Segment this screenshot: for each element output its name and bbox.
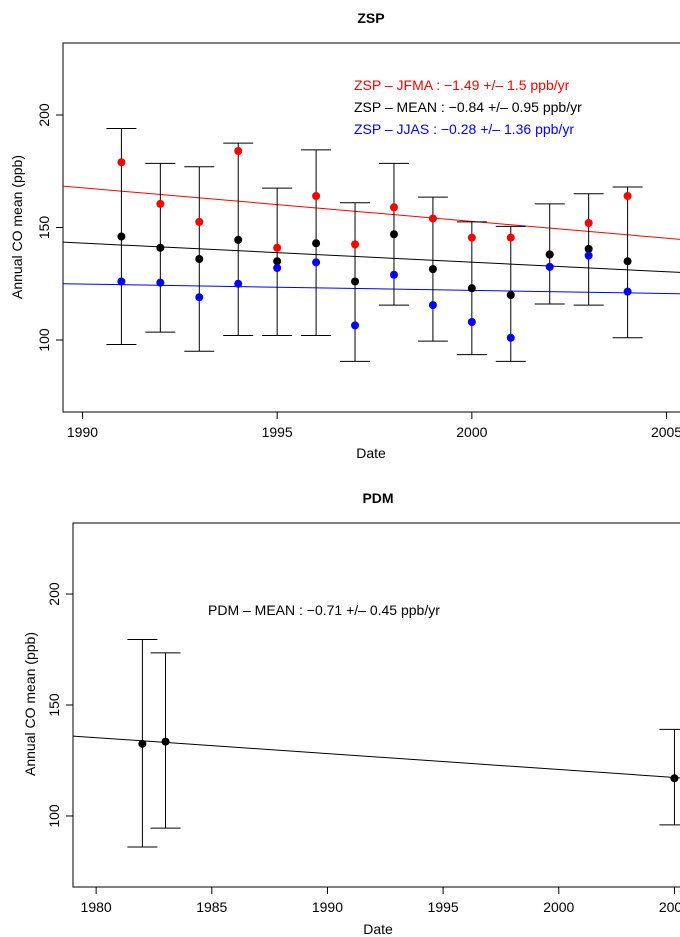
pdm-mean-trend-line [73, 735, 680, 779]
zsp-jfma-point [506, 233, 515, 242]
pdm-x-tick-label: 1995 [428, 899, 459, 915]
zsp-jjas-point [234, 279, 243, 288]
zsp-jfma-point [156, 199, 165, 208]
zsp-x-tick-label: 1990 [67, 424, 98, 440]
zsp-mean-point [273, 257, 282, 266]
zsp-jjas-point [117, 277, 126, 286]
zsp-jfma-point [428, 214, 437, 223]
zsp-jjas-point [195, 293, 204, 302]
zsp-y-axis-label: Annual CO mean (ppb) [9, 155, 25, 299]
pdm-x-tick-label: 1980 [81, 899, 112, 915]
zsp-jjas-point [545, 262, 554, 271]
pdm-y-tick-label: 100 [46, 804, 62, 828]
zsp-jfma-point [389, 203, 398, 212]
zsp-jfma-point [467, 233, 476, 242]
zsp-jfma-point [584, 219, 593, 227]
zsp-mean-trend-annotation: ZSP – MEAN : −0.84 +/– 0.95 ppb/yr [354, 99, 582, 115]
zsp-mean-point [156, 243, 165, 252]
zsp-jfma-point [195, 217, 204, 226]
pdm-mean-point [138, 739, 147, 748]
zsp-jjas-point [584, 251, 593, 260]
zsp-jfma-trend-annotation: ZSP – JFMA : −1.49 +/– 1.5 ppb/yr [354, 77, 570, 93]
pdm-x-tick-label: 2005 [659, 899, 680, 915]
zsp-mean-point [312, 239, 321, 248]
pdm-y-tick-label: 200 [46, 582, 62, 606]
zsp-jjas-point [389, 270, 398, 279]
pdm-mean-point [161, 737, 170, 746]
zsp-mean-point [234, 235, 243, 244]
zsp-y-tick-label: 150 [36, 216, 52, 240]
zsp-y-tick-label: 200 [36, 103, 52, 127]
zsp-mean-trend-line [63, 241, 680, 273]
zsp-jjas-point [428, 301, 437, 310]
zsp-plot-area: 1990 1995 2000 2005 100 150 200 [36, 42, 680, 440]
zsp-jfma-point [623, 192, 632, 200]
pdm-x-tick-label: 1985 [196, 899, 227, 915]
zsp-jjas-point [312, 258, 321, 267]
pdm-mean-trend-annotation: PDM – MEAN : −0.71 +/– 0.45 ppb/yr [208, 602, 440, 618]
zsp-jjas-point [351, 321, 360, 330]
zsp-mean-point [195, 255, 204, 263]
pdm-y-tick-label: 150 [46, 693, 62, 717]
zsp-jfma-point [312, 192, 321, 200]
zsp-mean-point [584, 244, 593, 253]
zsp-jjas-trend-line [63, 283, 680, 295]
zsp-mean-point [506, 291, 515, 299]
pdm-chart-title: PDM [362, 490, 393, 506]
pdm-x-tick-label: 1990 [312, 899, 343, 915]
zsp-jfma-trend-line [63, 185, 680, 240]
zsp-jjas-point [623, 287, 632, 296]
zsp-x-tick-label: 1995 [262, 424, 293, 440]
zsp-x-axis-label: Date [356, 445, 386, 461]
zsp-mean-point [389, 230, 398, 239]
zsp-jfma-point [234, 147, 243, 155]
zsp-jfma-point [117, 158, 126, 167]
zsp-jfma-point [273, 243, 282, 252]
pdm-x-tick-label: 2000 [543, 899, 574, 915]
zsp-mean-point [117, 232, 126, 241]
pdm-mean-point [670, 774, 679, 783]
zsp-y-tick-label: 100 [36, 328, 52, 352]
zsp-jjas-point [273, 264, 282, 272]
zsp-mean-point [351, 277, 360, 286]
zsp-chart-title: ZSP [357, 10, 384, 26]
pdm-y-axis-label: Annual CO mean (ppb) [22, 632, 38, 776]
zsp-jfma-point [351, 240, 360, 249]
zsp-mean-point [623, 257, 632, 266]
zsp-x-tick-label: 2005 [651, 424, 680, 440]
zsp-mean-point [467, 284, 476, 293]
zsp-jjas-point [506, 333, 515, 342]
zsp-mean-point [428, 265, 437, 274]
zsp-jjas-trend-annotation: ZSP – JJAS : −0.28 +/– 1.36 ppb/yr [354, 121, 574, 137]
pdm-plot-frame [72, 522, 680, 888]
pdm-x-axis-label: Date [363, 921, 393, 937]
zsp-mean-point [545, 250, 554, 259]
zsp-x-tick-label: 2000 [456, 424, 487, 440]
zsp-jjas-point [467, 318, 476, 326]
pdm-plot-area: 1980 1985 1990 1995 2000 2005 100 150 200 [46, 522, 680, 915]
zsp-jjas-point [156, 278, 165, 287]
